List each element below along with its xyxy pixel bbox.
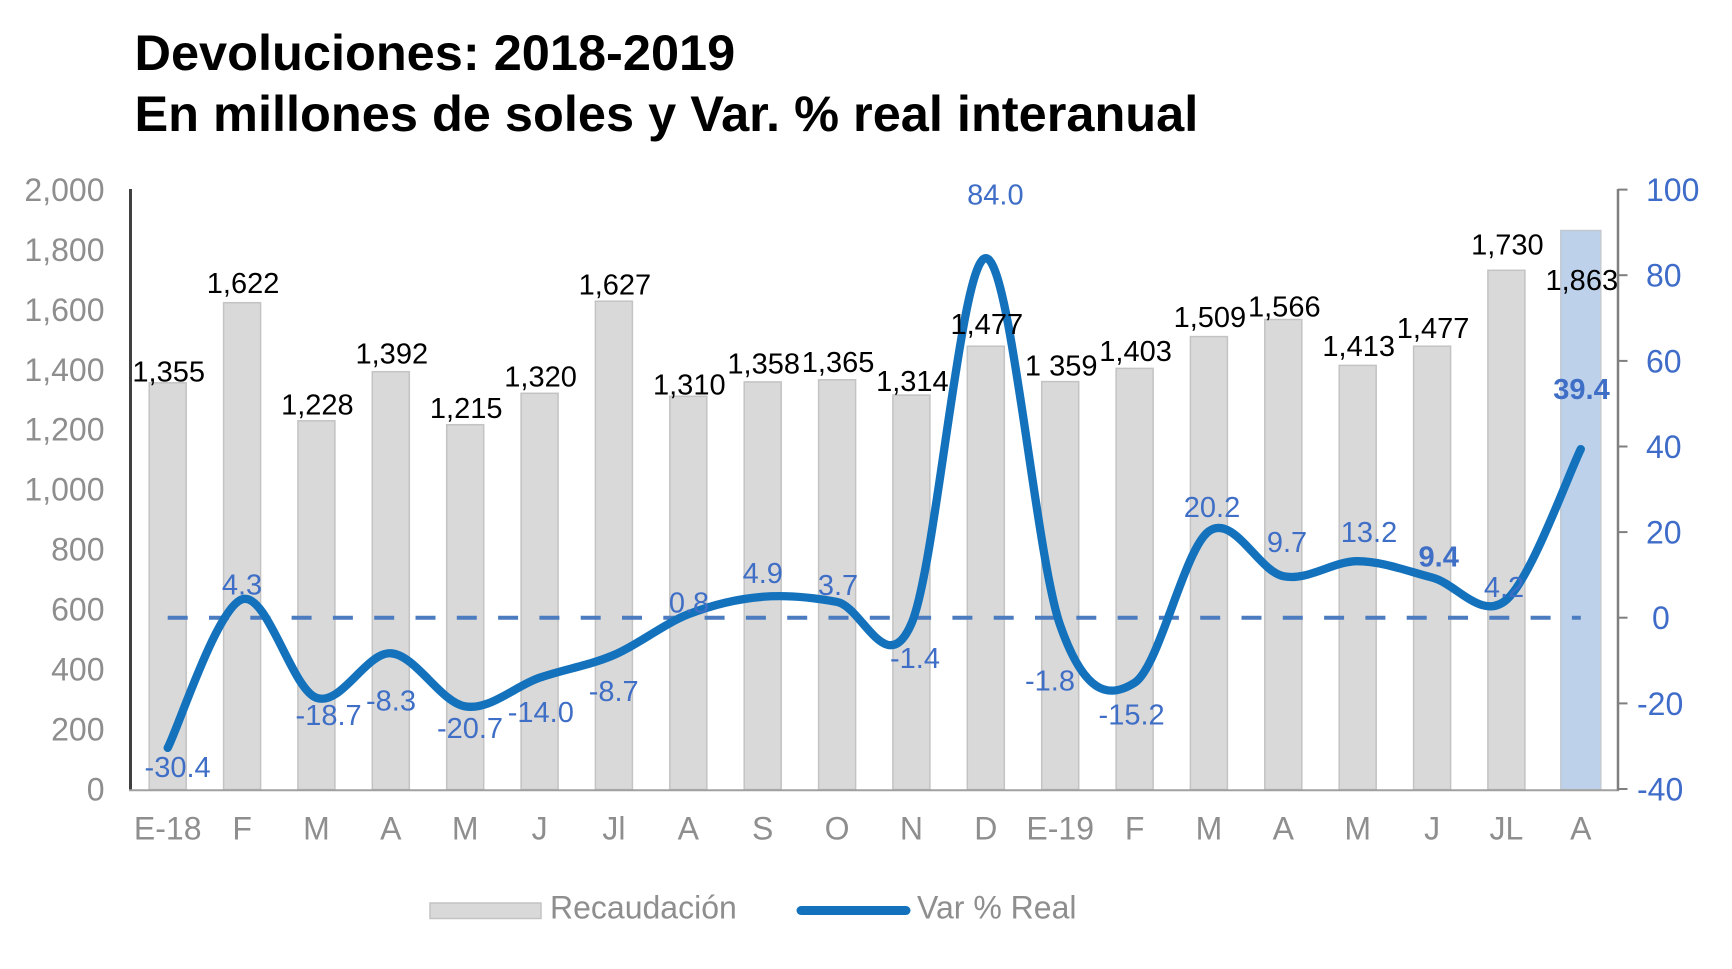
svg-text:1,228: 1,228 [281,390,354,422]
svg-text:1,600: 1,600 [24,292,104,328]
svg-text:-18.7: -18.7 [296,700,362,732]
svg-text:1,355: 1,355 [132,357,205,389]
svg-text:3.7: 3.7 [818,570,858,602]
svg-text:1,477: 1,477 [1397,313,1470,345]
svg-text:100: 100 [1646,172,1699,208]
svg-text:600: 600 [51,592,104,628]
svg-text:1,392: 1,392 [356,339,429,371]
svg-text:1,200: 1,200 [24,412,104,448]
svg-text:80: 80 [1646,258,1682,294]
svg-text:S: S [752,811,773,847]
svg-text:M: M [303,811,330,847]
svg-text:A: A [1273,811,1295,847]
svg-text:-20.7: -20.7 [437,713,503,745]
svg-text:1,215: 1,215 [430,393,503,425]
svg-text:0: 0 [1652,600,1670,636]
svg-text:13.2: 13.2 [1341,517,1397,549]
svg-text:9.7: 9.7 [1267,527,1307,559]
svg-text:1,477: 1,477 [951,309,1024,341]
svg-text:E-18: E-18 [134,811,202,847]
svg-text:-14.0: -14.0 [508,697,574,729]
svg-text:1,863: 1,863 [1546,265,1619,297]
svg-text:2,000: 2,000 [24,172,104,208]
svg-text:M: M [1344,811,1371,847]
svg-text:800: 800 [51,532,104,568]
svg-text:-8.7: -8.7 [589,676,639,708]
svg-text:1,320: 1,320 [504,362,577,394]
svg-text:4.9: 4.9 [743,558,783,590]
svg-text:400: 400 [51,652,104,688]
svg-text:40: 40 [1646,429,1682,465]
svg-text:Devoluciones: 2018-2019: Devoluciones: 2018-2019 [135,24,736,81]
svg-text:60: 60 [1646,343,1682,379]
svg-text:-30.4: -30.4 [145,752,211,784]
svg-text:-8.3: -8.3 [366,685,416,717]
svg-text:F: F [1125,811,1145,847]
svg-text:-1.4: -1.4 [890,643,940,675]
svg-text:1 359: 1 359 [1025,351,1098,383]
svg-text:1,627: 1,627 [579,270,652,302]
svg-text:J: J [1424,811,1440,847]
svg-text:O: O [825,811,850,847]
svg-text:N: N [900,811,923,847]
svg-text:J: J [532,811,548,847]
svg-text:9.4: 9.4 [1419,542,1459,574]
svg-text:1,365: 1,365 [802,347,875,379]
svg-text:1,358: 1,358 [727,349,800,381]
svg-text:F: F [232,811,252,847]
svg-text:200: 200 [51,712,104,748]
svg-text:84.0: 84.0 [967,179,1023,211]
svg-text:-15.2: -15.2 [1099,699,1165,731]
svg-text:-1.8: -1.8 [1025,665,1075,697]
svg-text:E-19: E-19 [1026,811,1094,847]
svg-text:20.2: 20.2 [1184,492,1240,524]
svg-text:M: M [452,811,479,847]
svg-text:1,509: 1,509 [1174,302,1247,334]
svg-text:Recaudación: Recaudación [550,890,737,926]
svg-text:M: M [1196,811,1223,847]
svg-text:1,310: 1,310 [653,370,726,402]
svg-text:1,730: 1,730 [1471,230,1544,262]
svg-text:1,400: 1,400 [24,352,104,388]
svg-text:A: A [1570,811,1592,847]
svg-text:Jl: Jl [602,811,625,847]
svg-text:1,800: 1,800 [24,232,104,268]
svg-text:1,000: 1,000 [24,472,104,508]
svg-text:1,314: 1,314 [876,366,949,398]
svg-text:-40: -40 [1637,772,1683,808]
svg-text:0: 0 [87,772,105,808]
svg-text:A: A [380,811,402,847]
svg-text:39.4: 39.4 [1553,374,1609,406]
svg-text:4.3: 4.3 [222,569,262,601]
svg-text:0.8: 0.8 [669,587,709,619]
svg-text:1,413: 1,413 [1322,331,1395,363]
svg-text:1,566: 1,566 [1248,292,1321,324]
svg-text:20: 20 [1646,515,1682,551]
svg-text:-20: -20 [1637,686,1683,722]
svg-text:A: A [678,811,700,847]
svg-text:D: D [974,811,997,847]
svg-text:Var % Real: Var % Real [917,890,1076,926]
svg-text:1,622: 1,622 [207,268,280,300]
svg-text:4.2: 4.2 [1484,572,1524,604]
svg-text:En millones de soles y Var. %: En millones de soles y Var. % real inter… [135,85,1199,142]
svg-text:JL: JL [1490,811,1524,847]
svg-text:1,403: 1,403 [1099,336,1172,368]
